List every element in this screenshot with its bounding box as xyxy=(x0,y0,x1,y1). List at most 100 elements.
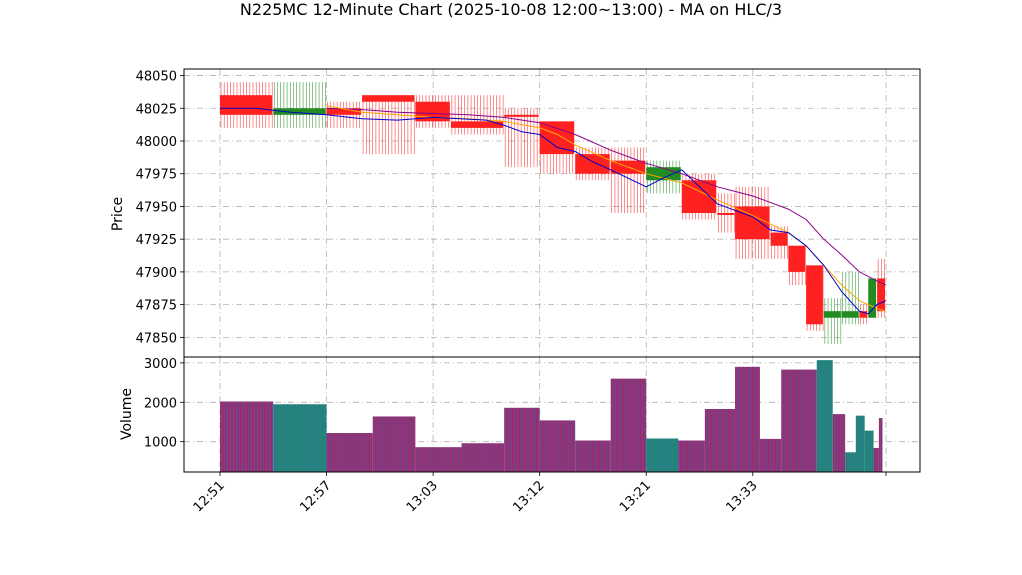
chart-title: N225MC 12-Minute Chart (2025-10-08 12:00… xyxy=(239,0,783,19)
volume-bar xyxy=(646,438,679,472)
volume-tick-label: 3000 xyxy=(144,357,177,372)
candle-body xyxy=(717,213,735,215)
x-tick-label: 13:21 xyxy=(617,478,654,515)
volume-bar xyxy=(704,408,736,472)
volume-axis-label: Volume xyxy=(119,388,135,440)
price-tick-label: 47975 xyxy=(136,168,177,183)
candle xyxy=(841,271,859,325)
volume-bar xyxy=(873,447,879,472)
volume-bar-fill xyxy=(845,452,856,472)
candle xyxy=(735,186,770,259)
candle-body xyxy=(539,121,575,155)
volume-bar-fill xyxy=(273,404,327,472)
price-tick-label: 48050 xyxy=(136,70,177,85)
candle-body xyxy=(575,154,610,174)
volume-bar xyxy=(759,438,782,472)
volume-bar xyxy=(326,433,373,472)
volume-bar xyxy=(855,415,865,472)
candle xyxy=(504,108,539,168)
x-tick-label: 12:57 xyxy=(297,478,334,515)
volume-axes-frame xyxy=(183,356,921,473)
volume-bar xyxy=(220,401,274,472)
candle xyxy=(788,245,806,285)
volume-bar-fill xyxy=(326,433,373,472)
candle xyxy=(415,95,450,128)
x-tick-label: 13:33 xyxy=(724,478,761,515)
price-tick-label: 47925 xyxy=(136,233,177,248)
candle-body xyxy=(806,265,823,325)
price-tick-label: 47900 xyxy=(136,266,177,281)
volume-bar xyxy=(781,369,817,472)
candle-body xyxy=(220,95,273,115)
volume-bar-fill xyxy=(832,414,846,472)
volume-bar xyxy=(372,416,416,472)
candle-body xyxy=(841,311,859,318)
volume-bar-fill xyxy=(816,360,833,472)
x-tick-label: 13:12 xyxy=(510,478,547,515)
candle-body xyxy=(362,95,415,102)
candle-body xyxy=(735,206,770,240)
ma-fast-line xyxy=(220,107,887,315)
candle-body xyxy=(859,311,868,318)
volume-bar xyxy=(575,440,611,472)
candle-body xyxy=(326,108,362,115)
volume-bar xyxy=(539,420,576,472)
volume-bar xyxy=(504,407,540,472)
price-tick-label: 47875 xyxy=(136,299,177,314)
volume-bar-fill xyxy=(372,416,416,472)
volume-bar xyxy=(678,440,705,472)
candle xyxy=(273,82,326,128)
candle xyxy=(877,258,885,318)
candle-body xyxy=(823,311,841,318)
volume-bar xyxy=(735,366,760,472)
price-tick-label: 48000 xyxy=(136,135,177,150)
volume-bar xyxy=(273,404,327,472)
volume-bar-fill xyxy=(220,401,274,472)
price-axis-label: Price xyxy=(110,197,126,231)
volume-bar xyxy=(415,447,462,472)
volume-bar xyxy=(845,452,857,472)
candle-body xyxy=(504,114,539,117)
volume-bar-fill xyxy=(415,447,462,472)
volume-bar xyxy=(816,360,833,472)
price-panel: 47850 47875 47900 47925 47950 47975 48000 48025… xyxy=(136,68,921,358)
candle xyxy=(806,265,824,331)
volume-bar-fill xyxy=(735,366,760,472)
candle xyxy=(868,278,877,318)
candle-body xyxy=(868,278,877,318)
volume-bar-fill xyxy=(504,407,540,472)
candle xyxy=(220,82,273,128)
volume-bar-fill xyxy=(575,440,611,472)
price-tick-label: 47950 xyxy=(136,200,177,215)
volume-bar xyxy=(461,443,505,472)
volume-bar xyxy=(878,418,883,472)
volume-tick-label: 2000 xyxy=(144,396,177,411)
x-tick-label: 12:51 xyxy=(191,478,228,515)
volume-panel: 1000 2000 3000 12:51 12:57 13:03 13:12 13:21 13:… xyxy=(144,356,921,515)
volume-bar xyxy=(832,414,846,472)
x-tick-label: 13:03 xyxy=(404,478,441,515)
ma-slow-line xyxy=(326,107,887,286)
volume-bar xyxy=(864,430,874,472)
candle xyxy=(646,160,681,194)
candle-body xyxy=(273,108,326,115)
volume-bar-fill xyxy=(539,420,576,472)
candle-body xyxy=(877,278,885,312)
candle xyxy=(717,193,735,233)
candle xyxy=(859,304,868,325)
price-tick-label: 48025 xyxy=(136,102,177,117)
volume-bar xyxy=(610,378,647,472)
candle-body xyxy=(788,245,806,272)
candle xyxy=(362,95,415,155)
candle xyxy=(575,147,610,181)
candle xyxy=(539,121,575,174)
volume-bar-fill xyxy=(610,378,647,472)
candle xyxy=(823,298,842,344)
volume-bar-fill xyxy=(873,447,879,472)
volume-bar-fill xyxy=(646,438,679,472)
price-tick-label: 47850 xyxy=(136,331,177,346)
candle xyxy=(610,147,646,213)
volume-bar-fill xyxy=(461,443,505,472)
candle xyxy=(326,101,362,128)
